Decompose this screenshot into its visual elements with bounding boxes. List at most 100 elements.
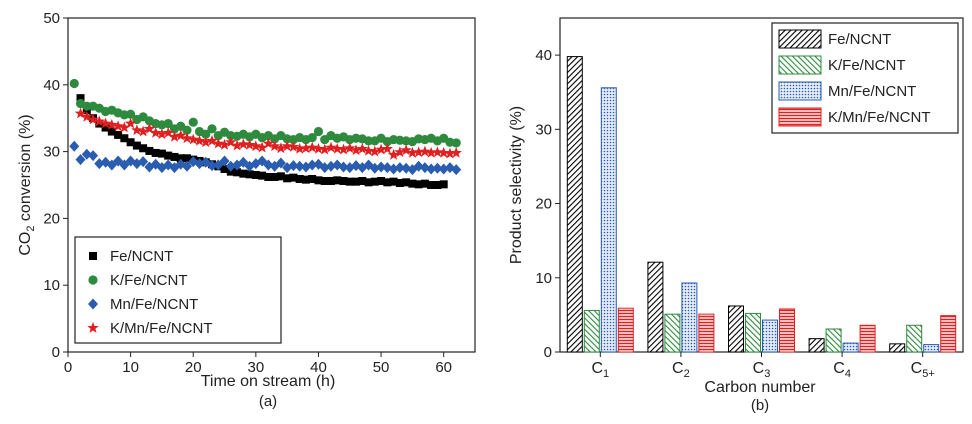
- data-point: [182, 125, 192, 135]
- data-point: [143, 122, 156, 134]
- x-tick-label-a: 20: [185, 359, 202, 376]
- bar: [825, 328, 842, 353]
- data-point: [451, 138, 461, 148]
- y-axis-ticks-a: 0 10 20 30 40 50: [43, 10, 68, 361]
- bar: [664, 313, 681, 353]
- data-point: [250, 140, 262, 152]
- data-point: [450, 146, 462, 158]
- data-point: [93, 115, 105, 127]
- legend-swatch-b: [778, 81, 822, 101]
- data-point: [233, 168, 242, 177]
- data-point: [176, 154, 185, 163]
- legend-marker-a: [89, 252, 97, 260]
- data-point: [163, 118, 173, 129]
- data-point: [225, 136, 237, 148]
- data-point: [375, 143, 387, 155]
- data-point: [263, 159, 274, 171]
- legend-b: Fe/NCNT K/Fe/NCNT Mn/Fe/NCNT K/Mn/Fe/NCNT: [771, 22, 959, 134]
- data-point: [132, 141, 141, 150]
- bar-series-fe-ncnt: [566, 56, 906, 353]
- data-point: [389, 177, 398, 186]
- legend-label-b: K/Fe/NCNT: [828, 57, 906, 74]
- data-point: [182, 154, 191, 163]
- legend-label-b: Mn/Fe/NCNT: [828, 83, 916, 100]
- data-point: [231, 139, 243, 151]
- data-point: [339, 176, 348, 185]
- legend-marker-a: [88, 298, 98, 310]
- x-axis-ticks-b: C1 C2 C3 C4 C5+: [591, 352, 935, 380]
- bar: [647, 261, 664, 353]
- y-tick-label-a: 40: [43, 77, 60, 94]
- data-point: [126, 109, 136, 119]
- data-point: [151, 148, 160, 157]
- data-point: [170, 152, 179, 161]
- data-point: [150, 126, 162, 138]
- data-point: [87, 113, 99, 125]
- data-point: [338, 161, 349, 173]
- data-point: [431, 146, 444, 158]
- data-point: [139, 144, 148, 153]
- data-point: [289, 173, 298, 182]
- y-tick-label-a: 50: [43, 10, 60, 27]
- bar: [859, 324, 876, 353]
- data-point: [307, 132, 317, 143]
- scatter-points: [69, 78, 462, 189]
- legend-box-a: [74, 236, 282, 344]
- data-point: [275, 157, 286, 169]
- data-point: [262, 137, 275, 149]
- data-point: [181, 132, 193, 144]
- data-point: [245, 170, 254, 179]
- data-point: [382, 162, 393, 174]
- data-point: [294, 160, 305, 172]
- data-point: [451, 164, 462, 176]
- legend-swatch-b: [778, 55, 822, 75]
- series-k-fe-ncnt: [69, 78, 461, 148]
- data-point: [295, 174, 304, 183]
- data-point: [362, 144, 375, 156]
- series-mn-fe-ncnt: [69, 140, 462, 176]
- data-point: [157, 149, 166, 158]
- data-point: [218, 138, 231, 150]
- data-point: [331, 142, 343, 154]
- bar: [762, 319, 778, 353]
- legend-label-a: Fe/NCNT: [110, 248, 173, 265]
- data-point: [239, 169, 248, 178]
- data-point: [69, 78, 79, 89]
- data-point: [194, 158, 205, 170]
- legend-label-b: K/Mn/Fe/NCNT: [828, 109, 931, 126]
- data-point: [408, 179, 417, 188]
- data-point: [412, 146, 425, 158]
- data-point: [420, 179, 429, 188]
- data-point: [319, 162, 330, 174]
- data-point: [433, 181, 442, 189]
- data-point: [76, 94, 85, 103]
- x-tick-label-a: 40: [310, 359, 327, 376]
- bar: [566, 56, 583, 353]
- data-point: [264, 172, 273, 181]
- x-tick-label-a: 50: [373, 359, 390, 376]
- y-tick-label-a: 10: [43, 277, 60, 294]
- data-point: [319, 143, 331, 155]
- data-point: [270, 172, 279, 181]
- data-point: [370, 177, 379, 186]
- y-tick-label-b: 30: [535, 121, 552, 138]
- y-tick-label-b: 20: [535, 196, 552, 213]
- data-point: [94, 158, 105, 170]
- data-point: [107, 127, 116, 136]
- data-point: [175, 129, 187, 141]
- x-tick-label-b: C1: [591, 360, 609, 380]
- x-tick-label-a: 60: [435, 359, 452, 376]
- legend-marker-a: [87, 322, 99, 333]
- data-point: [219, 155, 230, 167]
- data-point: [325, 160, 336, 172]
- panel-label-a: (a): [259, 393, 277, 410]
- data-point: [258, 171, 267, 180]
- data-point: [369, 162, 380, 174]
- data-point: [406, 146, 419, 158]
- data-point: [301, 175, 310, 184]
- bar: [698, 313, 715, 353]
- legend-label-a: K/Mn/Fe/NCNT: [110, 320, 213, 337]
- data-point: [439, 180, 448, 189]
- data-point: [313, 126, 324, 137]
